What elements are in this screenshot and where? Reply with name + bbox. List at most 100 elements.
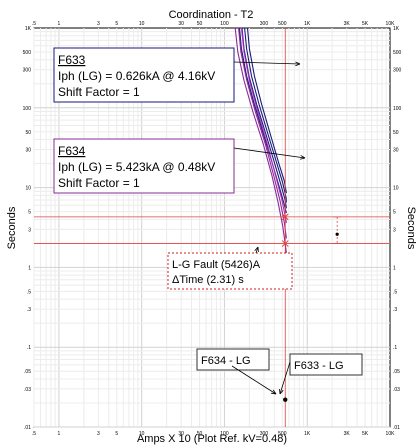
y-tick-label: 5 <box>28 210 31 216</box>
y-tick-label: .1 <box>393 345 397 351</box>
series-line-7 <box>240 27 287 224</box>
x-tick-label: 3 <box>97 431 100 437</box>
x-tick-label: 300 <box>260 431 269 437</box>
y-tick-label: 1K <box>25 26 32 32</box>
y-tick-label: .5 <box>27 289 31 295</box>
y-tick-label: .3 <box>27 307 31 313</box>
annotation-line: Iph (LG) = 0.626kA @ 4.16kV <box>58 69 215 83</box>
y-tick-label: 3 <box>393 227 396 233</box>
annotation-f634: F634 Iph (LG) = 5.423kA @ 0.48kV Shift Fac… <box>53 138 306 194</box>
y-tick-label: 30 <box>25 148 31 154</box>
y-tick-label: 5 <box>393 210 396 216</box>
delta-time-dot <box>335 232 339 236</box>
annotation-f634lg: F634 - LG <box>196 348 277 395</box>
x-tick-label: 3 <box>97 21 100 27</box>
annotation-box <box>53 47 235 103</box>
x-tick-label: 1 <box>58 21 61 27</box>
annotation-leader <box>279 361 291 395</box>
annotation-line: F634 - LG <box>201 355 251 367</box>
x-tick-label: 100 <box>220 21 229 27</box>
fault-point-marker <box>283 397 288 402</box>
x-tick-label: 1 <box>58 431 61 437</box>
y-tick-label: .05 <box>393 369 400 375</box>
y-tick-label: 3 <box>28 227 31 233</box>
annotation-heading: F633 <box>58 53 86 67</box>
x-tick-label: 3K <box>344 21 351 27</box>
y-tick-label: 500 <box>23 50 32 56</box>
y-axis-label-right: Seconds <box>405 207 417 250</box>
annotation-leader <box>231 365 277 395</box>
x-tick-label: 10 <box>139 21 145 27</box>
y-tick-label: 10 <box>25 186 31 192</box>
annotation-line: Iph (LG) = 5.423kA @ 0.48kV <box>58 160 215 174</box>
x-tick-label: 30 <box>178 21 184 27</box>
x-tick-label: 5K <box>362 21 369 27</box>
x-tick-label: 30 <box>178 431 184 437</box>
overlay <box>34 28 390 427</box>
y-axis-label-left: Seconds <box>6 206 18 249</box>
x-tick-label: 300 <box>260 21 269 27</box>
series-line-1 <box>238 27 287 214</box>
series-line-5 <box>234 27 287 254</box>
operating-point-marker <box>281 213 289 221</box>
y-tick-label: .03 <box>393 387 400 393</box>
series-line-2 <box>241 27 287 209</box>
annotations: F633 Iph (LG) = 0.626kA @ 4.16kV Shift Fac… <box>53 47 363 395</box>
y-tick-label: .01 <box>393 425 400 431</box>
annotation-line: Shift Factor = 1 <box>58 176 140 190</box>
series-line-4 <box>246 27 287 194</box>
annotation-leader <box>255 246 259 254</box>
y-tick-label: 50 <box>393 130 399 136</box>
annotation-arrowhead <box>254 246 259 253</box>
x-tick-label: 1K <box>304 431 311 437</box>
annotation-line: L-G Fault (5426)A <box>172 259 261 271</box>
annotation-f633lg: F633 - LG <box>279 353 363 395</box>
y-tick-label: 50 <box>25 130 31 136</box>
y-tick-label: 300 <box>23 68 32 74</box>
x-tick-label: 500 <box>278 431 287 437</box>
annotation-box <box>167 252 293 290</box>
annotation-line: ΔTime (2.31) s <box>172 274 244 286</box>
y-tick-label: 30 <box>393 148 399 154</box>
y-tick-label: .5 <box>393 289 397 295</box>
x-tick-label: 5 <box>115 431 118 437</box>
y-tick-label: .01 <box>24 425 31 431</box>
annotation-heading: F634 <box>58 144 86 158</box>
annotation-arrowhead <box>279 388 284 395</box>
annotation-line: F633 - LG <box>294 360 344 372</box>
x-tick-label: 100 <box>220 431 229 437</box>
annotation-f633: F633 Iph (LG) = 0.626kA @ 4.16kV Shift Fac… <box>53 47 301 103</box>
x-tick-label: 500 <box>278 21 287 27</box>
x-tick-label: 10K <box>386 21 396 27</box>
x-tick-label: 50 <box>197 21 203 27</box>
x-tick-label: 3K <box>344 431 351 437</box>
x-tick-label: 10 <box>139 431 145 437</box>
x-tick-label: .5 <box>32 21 36 27</box>
series-line-6 <box>238 27 287 239</box>
annotation-leader <box>233 147 306 159</box>
y-tick-label: 1K <box>393 26 400 32</box>
x-tick-label: 50 <box>197 431 203 437</box>
y-tick-label: .1 <box>27 345 31 351</box>
curves <box>234 27 287 254</box>
y-tick-label: 300 <box>393 68 402 74</box>
annotation-arrowhead <box>295 61 301 67</box>
x-tick-label: 5K <box>362 431 369 437</box>
y-tick-label: 100 <box>393 106 402 112</box>
x-tick-label: 5 <box>115 21 118 27</box>
tick-labels: .5 .5 1 1 3 3 5 5 10 10 30 30 50 50 100 100 300 300 500 500… <box>23 21 402 437</box>
chart-title: Coordination - T2 <box>169 9 254 21</box>
annotation-box <box>196 348 270 371</box>
annotation-arrowhead <box>271 389 277 395</box>
operating-point-marker <box>281 240 289 247</box>
y-tick-label: 100 <box>23 106 32 112</box>
x-tick-label: 10K <box>386 431 396 437</box>
y-tick-label: 1 <box>393 265 396 271</box>
y-tick-label: 10 <box>393 186 399 192</box>
x-tick-label: .5 <box>32 431 36 437</box>
annotation-arrowhead <box>300 155 306 160</box>
y-tick-label: .03 <box>24 387 31 393</box>
annotation-leader <box>233 61 301 65</box>
y-tick-label: .3 <box>393 307 397 313</box>
